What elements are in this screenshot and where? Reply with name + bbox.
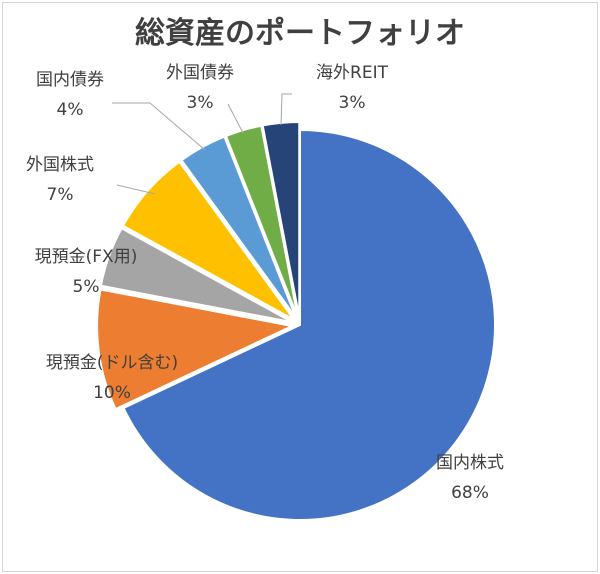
slice-percent-5: 4% [57,100,84,120]
pie-slice-6 [224,124,299,318]
slice-percent-1: 68% [451,483,489,503]
slice-label-2: 現預金(ドル含む) [46,353,178,373]
slice-label-4: 外国株式 [26,155,94,175]
slice-label-6: 外国債券 [166,63,234,83]
slice-labels: 国内株式 68% 現預金(ドル含む) 10% 現預金(FX用) 5% 外国株式 7% 国内債券 4… [26,63,504,503]
pie-slice-3 [99,226,293,324]
slice-label-5: 国内債券 [36,70,104,90]
pie-slices [96,121,496,521]
slice-label-3: 現預金(FX用) [35,247,138,267]
pie-slice-1 [122,128,496,521]
leader-line-4 [116,184,156,195]
slice-label-7: 海外REIT [316,63,389,83]
leader-lines [112,93,292,195]
chart-title: 総資産のポートフォリオ [135,16,465,51]
slice-percent-3: 5% [73,277,100,297]
pie-slice-2 [96,288,296,411]
slice-percent-6: 3% [187,93,214,113]
pie-slice-4 [121,160,295,321]
slice-percent-4: 7% [47,185,74,205]
slice-percent-2: 10% [93,383,131,403]
leader-line-7 [280,93,292,126]
slice-percent-7: 3% [339,93,366,113]
leader-line-6 [227,103,244,134]
slice-label-1: 国内株式 [436,453,504,473]
leader-line-5 [112,102,206,151]
